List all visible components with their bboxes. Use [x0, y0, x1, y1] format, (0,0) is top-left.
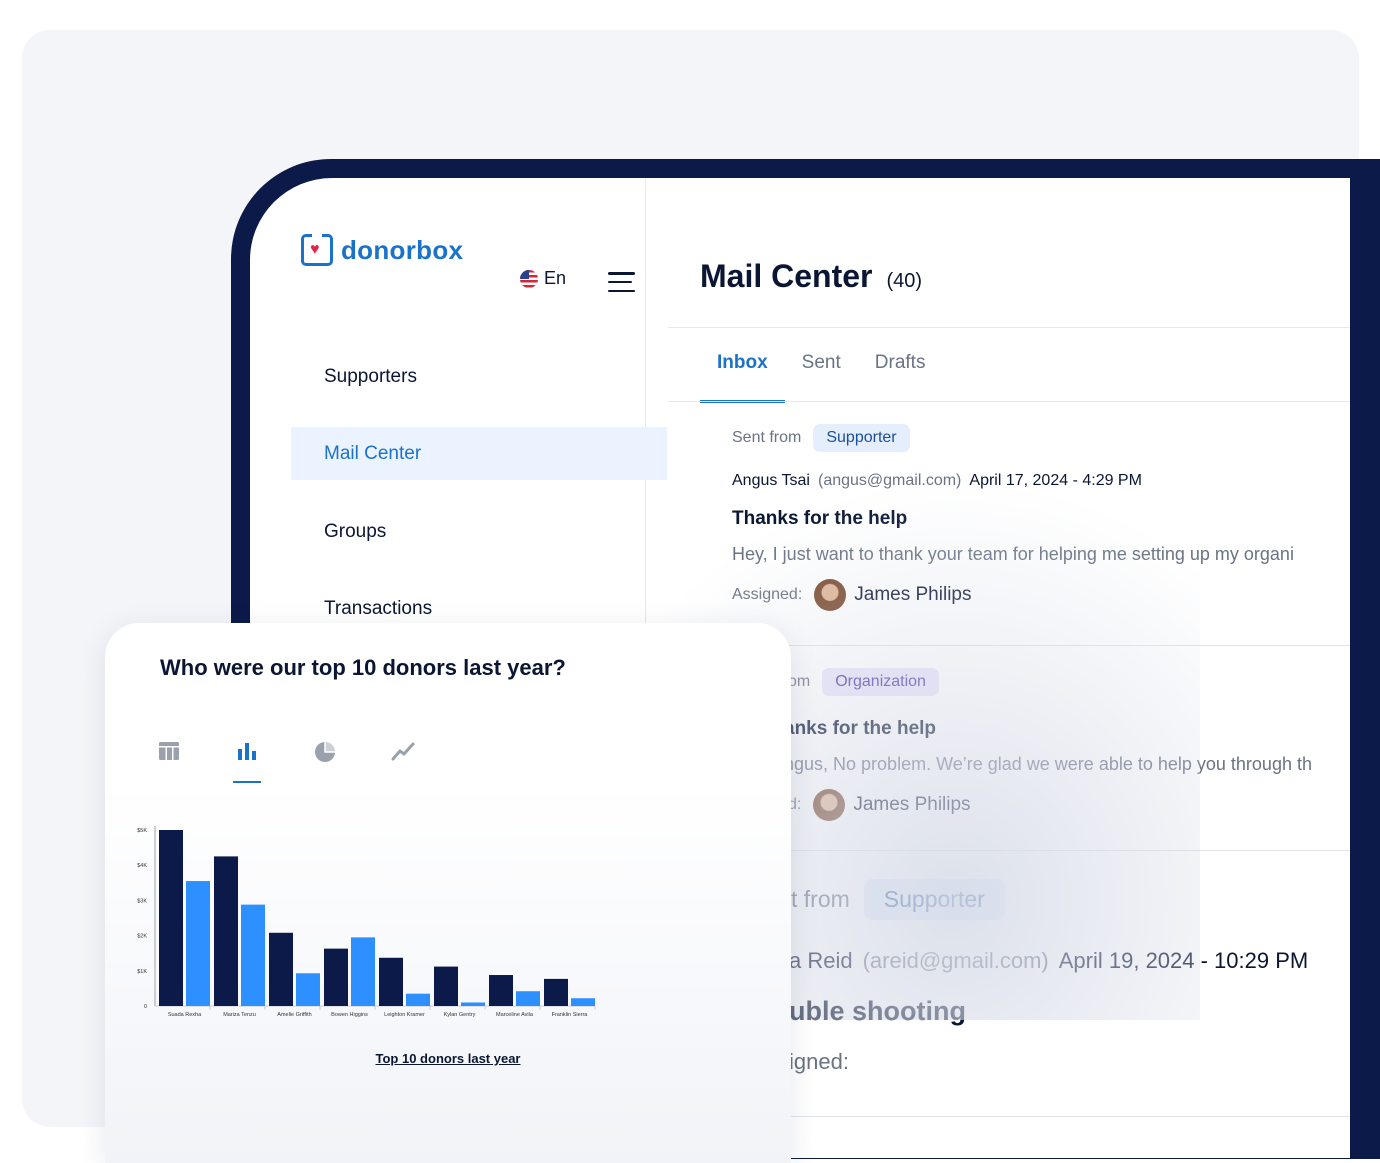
mail-tabs: Inbox Sent Drafts: [700, 328, 942, 403]
message-item[interactable]: t from Supporter a Reid (areid@gmail.com…: [732, 879, 1350, 1075]
x-tick-label: Amelie Griffith: [277, 1012, 311, 1018]
x-tick-label: Kylan Gentry: [444, 1012, 476, 1018]
bar: [214, 856, 238, 1006]
report-card: Who were our top 10 donors last year? 0 $…: [105, 623, 791, 1163]
bar: [296, 973, 320, 1006]
language-label: En: [544, 268, 567, 288]
line-view-button[interactable]: [389, 741, 417, 781]
bar: [489, 975, 513, 1006]
x-tick-label: Leighton Kramer: [384, 1012, 425, 1018]
y-tick-label: $5K: [137, 828, 147, 834]
x-tick-label: Suada Rexha: [168, 1012, 202, 1018]
sender-email: (angus@gmail.com): [817, 472, 962, 489]
divider: [668, 327, 1350, 328]
page-title: Mail Center (40): [700, 258, 922, 295]
table-icon: [159, 742, 179, 760]
y-tick-label: $1K: [137, 969, 147, 975]
sidebar-item-label: Supporters: [324, 365, 417, 387]
table-view-button[interactable]: [155, 741, 183, 781]
sent-from-label: om: [788, 673, 811, 690]
donorbox-logo[interactable]: ♥ donorbox: [301, 233, 464, 266]
message-subject: Thanks for the help: [732, 508, 908, 529]
bar: [324, 948, 348, 1006]
bar: [461, 1002, 485, 1006]
bar: [406, 993, 430, 1006]
bar: [351, 937, 375, 1006]
tab-inbox[interactable]: Inbox: [700, 328, 785, 403]
x-tick-label: Marceline Avila: [496, 1012, 534, 1018]
tab-drafts[interactable]: Drafts: [874, 352, 926, 373]
sender-name: a Reid: [789, 948, 853, 973]
bar: [186, 881, 210, 1006]
sender-email: (areid@gmail.com): [862, 948, 1049, 973]
avatar: [814, 579, 847, 611]
message-subject: uble shooting: [789, 996, 966, 1026]
x-tick-label: Mariza Tenzu: [223, 1012, 256, 1018]
sent-from-label: Sent from: [732, 429, 802, 446]
avatar: [813, 789, 846, 821]
message-item[interactable]: Sent from Supporter Angus Tsai (angus@gm…: [732, 424, 1350, 611]
message-subject: anks for the help: [784, 718, 937, 739]
bar-view-button[interactable]: [233, 741, 261, 783]
sender-type-badge: Supporter: [863, 879, 1005, 920]
message-date: April 17, 2024 - 4:29 PM: [969, 472, 1142, 489]
x-tick-label: Franklin Sierra: [552, 1012, 589, 1018]
menu-icon[interactable]: [608, 272, 635, 292]
bar: [434, 966, 458, 1006]
report-question: Who were our top 10 donors last year?: [160, 655, 566, 680]
pie-view-button[interactable]: [311, 741, 339, 781]
page-title-text: Mail Center: [700, 258, 873, 294]
sidebar-item-label: Groups: [324, 520, 387, 542]
view-mode-toggle: [155, 741, 417, 783]
donors-bar-chart: 0 $1K $2K $3K $4K $5K Suada Rexha Mariza Tenzu A…: [137, 826, 596, 1018]
divider: [668, 401, 1350, 402]
message-count: (40): [886, 270, 923, 292]
top-donors-link[interactable]: Top 10 donors last year: [375, 1051, 521, 1066]
bar: [544, 978, 568, 1006]
bar: [159, 830, 183, 1006]
sender-type-badge: Organization: [822, 668, 939, 696]
message-preview: ngus, No problem. We’re glad we were abl…: [784, 754, 1312, 774]
x-tick-label: Bowen Higgins: [331, 1012, 368, 1018]
y-tick-label: $2K: [137, 934, 147, 940]
assigned-label: Assigned:: [732, 586, 803, 603]
y-tick-label: $3K: [137, 898, 147, 904]
tab-sent[interactable]: Sent: [801, 352, 841, 373]
sidebar-item-mail-center[interactable]: Mail Center: [291, 427, 667, 480]
line-chart-icon: [391, 742, 415, 761]
message-item[interactable]: om Organization anks for the help ngus, …: [732, 668, 1350, 821]
message-date: April 19, 2024 - 10:29 PM: [1058, 948, 1309, 973]
logo-text: donorbox: [341, 234, 464, 265]
divider: [668, 1116, 1350, 1117]
bar: [379, 957, 403, 1006]
sent-from-label: t from: [791, 886, 850, 912]
sender-type-badge: Supporter: [813, 424, 910, 452]
sender-name: Angus Tsai: [732, 472, 810, 489]
us-flag-icon: [520, 269, 538, 288]
bar-chart-icon: [238, 743, 256, 760]
sidebar-item-groups[interactable]: Groups: [291, 505, 667, 558]
sidebar-item-transactions[interactable]: Transactions: [291, 582, 667, 635]
bar: [241, 904, 265, 1006]
y-tick-label: 0: [144, 1004, 147, 1010]
y-tick-label: $4K: [137, 863, 147, 869]
assigned-label: igned:: [789, 1049, 849, 1074]
bar: [516, 991, 540, 1006]
language-selector[interactable]: En: [520, 268, 566, 289]
sidebar-item-label: Mail Center: [324, 442, 422, 464]
logo-icon: ♥: [301, 233, 333, 266]
bar: [571, 998, 595, 1006]
sidebar-item-label: Transactions: [324, 597, 433, 619]
message-preview: Hey, I just want to thank your team for …: [732, 544, 1294, 564]
assignee-name: James Philips: [854, 584, 972, 605]
assignee-name: James Philips: [853, 794, 971, 815]
pie-chart-icon: [315, 742, 335, 762]
sidebar-item-supporters[interactable]: Supporters: [291, 350, 667, 403]
bar: [269, 932, 293, 1006]
